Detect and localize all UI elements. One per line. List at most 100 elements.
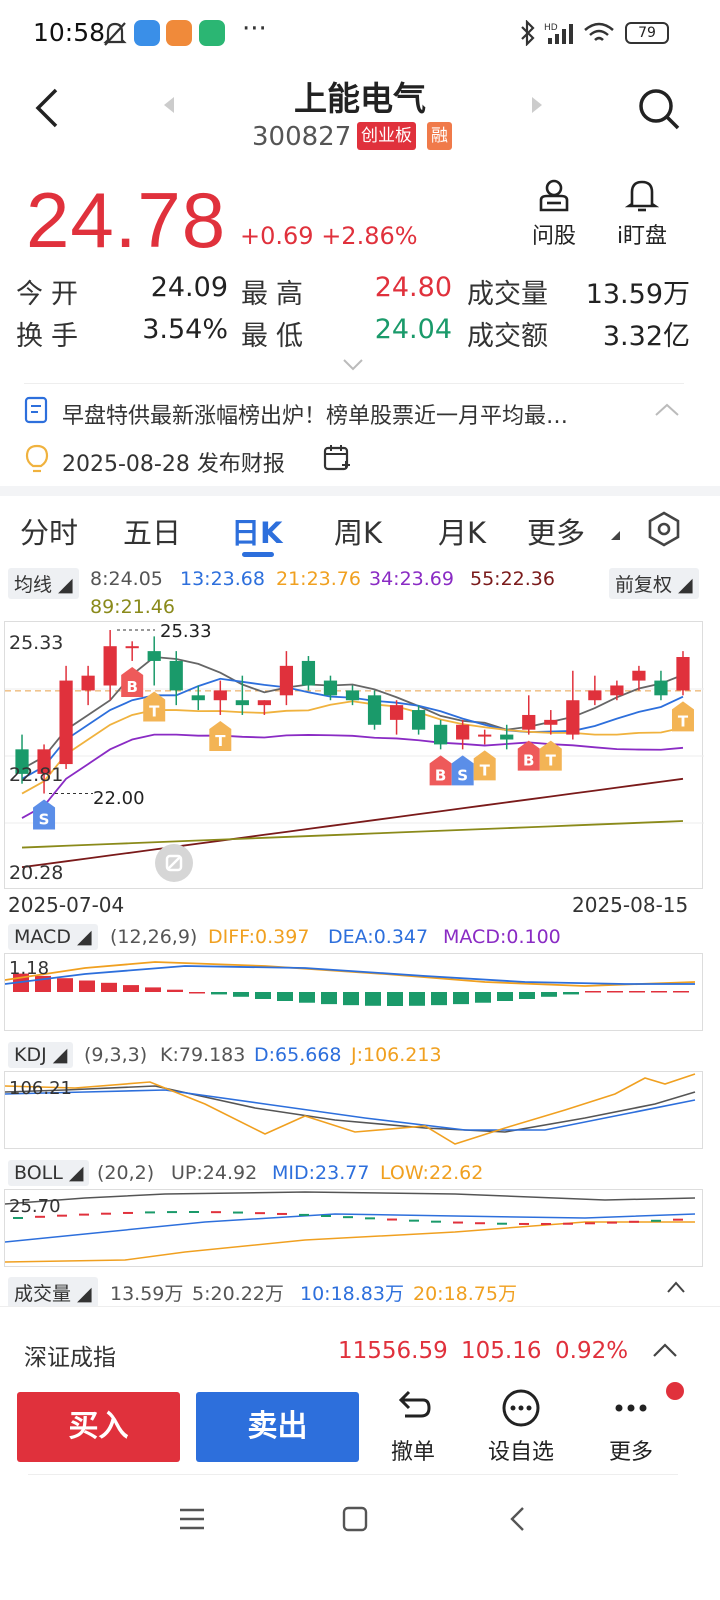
candle [610, 685, 624, 696]
macd-dea: DEA:0.347 [328, 926, 429, 948]
undo-icon [398, 1390, 431, 1418]
candle [279, 665, 294, 696]
tab-daily-k[interactable]: 日K [231, 516, 283, 550]
chat-dots-icon [502, 1389, 540, 1427]
macd-bar [167, 989, 183, 992]
macd-bar [79, 980, 95, 992]
macd-diff: DIFF:0.397 [208, 926, 310, 948]
macd-bar [651, 991, 667, 993]
back-arrow-icon[interactable] [30, 86, 70, 130]
kdj-chart[interactable] [4, 1071, 703, 1149]
sell-button[interactable]: 卖出 [196, 1392, 359, 1462]
calendar-add-icon[interactable] [322, 443, 352, 473]
tab-more[interactable]: 更多 [527, 516, 586, 550]
svg-text:T: T [149, 702, 160, 720]
signal-marker-t: T [671, 701, 694, 732]
kdj-k-line [4, 1085, 696, 1133]
menu-nav-icon[interactable] [178, 1505, 206, 1533]
divider [28, 1474, 678, 1475]
collapse-chevron-icon[interactable] [654, 402, 680, 418]
ma-selector[interactable]: 均线 ◢ [8, 568, 79, 599]
settings-hex-icon[interactable] [645, 510, 683, 548]
volume-label: 成交量 [467, 279, 548, 310]
macd-dea-line [4, 965, 695, 985]
kdj-k: K:79.183 [160, 1044, 246, 1066]
ma34-line [21, 733, 684, 819]
prev-stock-icon[interactable] [162, 96, 176, 114]
macd-bar [607, 991, 623, 993]
back-nav-icon[interactable] [506, 1505, 530, 1533]
macd-bar [673, 991, 689, 993]
news-notice[interactable]: 早盘特供最新涨幅榜出炉！榜单股票近一月平均最… [62, 404, 569, 429]
svg-text:T: T [480, 761, 491, 779]
kdj-selector[interactable]: KDJ ◢ [8, 1042, 74, 1068]
signal-marker-b: B [517, 740, 540, 771]
boll-selector[interactable]: BOLL ◢ [8, 1160, 90, 1186]
next-stock-icon[interactable] [530, 96, 544, 114]
signal-marker-t: T [473, 750, 496, 781]
eraser-icon[interactable] [154, 843, 194, 883]
high-mark-label: 25.33 [160, 621, 212, 642]
section-gap [0, 486, 720, 496]
buy-button[interactable]: 买入 [17, 1392, 180, 1462]
macd-bar [233, 992, 249, 997]
macd-bar [365, 992, 381, 1006]
boll-up-line [4, 1191, 696, 1205]
shield-notification-icon [199, 20, 225, 46]
adjust-selector[interactable]: 前复权 ◢ [609, 568, 699, 599]
macd-chart[interactable] [4, 953, 703, 1031]
add-watchlist-button[interactable]: 设自选 [476, 1388, 566, 1466]
news-doc-icon [24, 396, 48, 424]
amount-value: 3.32亿 [602, 321, 690, 352]
boll-low-line [4, 1221, 695, 1263]
candle [147, 651, 161, 661]
expand-chevron-icon[interactable] [342, 358, 364, 372]
tab-weekly-k[interactable]: 周K [334, 516, 383, 550]
boll-mid-line [4, 1213, 696, 1243]
stock-code: 300827 [252, 122, 352, 152]
macd-bar [519, 992, 535, 999]
monitor-button[interactable]: i盯盘 [602, 178, 682, 250]
tab-five-day[interactable]: 五日 [123, 516, 182, 550]
stock-title: 上能电气 [294, 79, 426, 118]
boll-chart[interactable] [4, 1189, 703, 1267]
person-icon [539, 179, 569, 212]
current-price: 24.78 [26, 176, 227, 264]
alert-bell-icon [624, 180, 660, 212]
macd-selector[interactable]: MACD ◢ [8, 924, 98, 950]
candle [478, 734, 492, 737]
macd-bar [101, 982, 117, 992]
index-expand-icon[interactable] [652, 1342, 678, 1358]
volume-value: 13.59万 [585, 279, 690, 310]
index-bar[interactable] [0, 1306, 720, 1396]
macd-bar [57, 978, 73, 992]
volume-collapse-icon[interactable] [666, 1280, 686, 1294]
kdj-j: J:106.213 [351, 1044, 442, 1066]
ask-stock-button[interactable]: 问股 [514, 178, 594, 250]
ask-stock-label: 问股 [531, 224, 576, 249]
home-nav-icon[interactable] [341, 1505, 369, 1533]
ma21-value: 21:23.76 [276, 568, 361, 590]
signal-marker-t: T [209, 720, 232, 751]
macd-bar [343, 992, 359, 1006]
macd-bar [255, 992, 271, 999]
battery-icon: 79 [625, 22, 669, 44]
high-value: 24.80 [374, 272, 452, 303]
candle [59, 680, 73, 765]
index-change: 105.16 [461, 1338, 542, 1364]
price-change: +0.69 +2.86% [240, 222, 418, 250]
more-button[interactable]: 更多 [586, 1388, 676, 1466]
candle [15, 749, 29, 774]
macd-bar [277, 992, 293, 1001]
volume-selector[interactable]: 成交量 ◢ [8, 1277, 98, 1308]
app-notification-icon [134, 20, 160, 46]
cancel-order-button[interactable]: 撤单 [368, 1388, 458, 1466]
macd-ytop: 1.18 [9, 958, 50, 979]
macd-bar [431, 992, 447, 1006]
ma89-value: 89:21.46 [90, 596, 175, 618]
tab-monthly-k[interactable]: 月K [438, 516, 487, 550]
tab-intraday[interactable]: 分时 [20, 516, 79, 550]
svg-text:T: T [678, 712, 689, 730]
search-icon[interactable] [636, 86, 682, 132]
